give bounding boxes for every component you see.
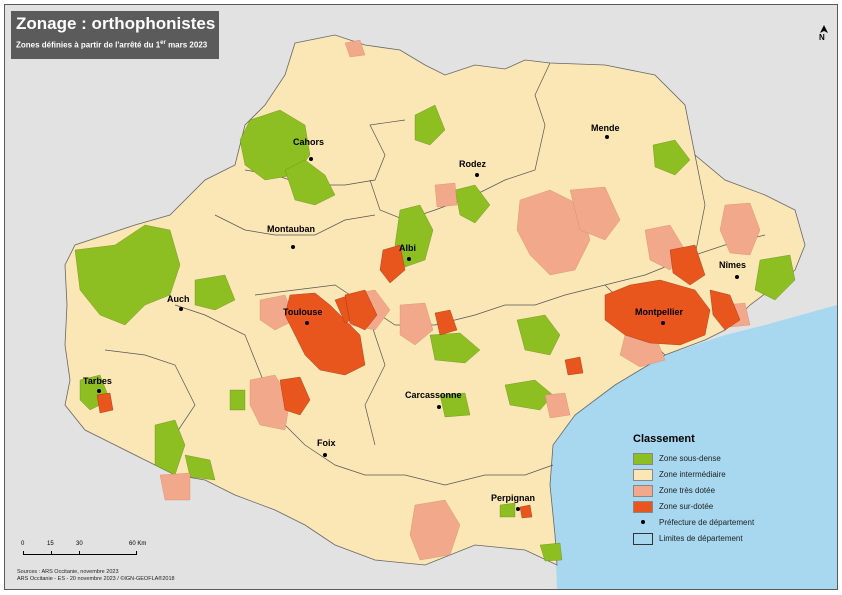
legend-swatch — [633, 501, 653, 513]
subtitle-sup: er — [160, 40, 166, 46]
legend-item-tres-dotee: Zone très dotée — [633, 485, 793, 497]
scale-tick — [79, 551, 80, 554]
city-label: Montauban — [267, 224, 315, 234]
legend-item-intermediaire: Zone intermédiaire — [633, 469, 793, 481]
scale-tick — [51, 551, 52, 554]
zones-tres-dotees — [159, 39, 761, 561]
city-dot — [309, 157, 313, 161]
legend-label: Zone sur-dotée — [659, 502, 714, 511]
title-box: Zonage : orthophonistes Zones définies à… — [11, 11, 219, 59]
zones-sur-dotees — [96, 244, 741, 519]
subtitle-main: Zones définies à partir de l'arrêté du 1 — [16, 40, 161, 50]
city-dot — [179, 307, 183, 311]
map-frame: Zonage : orthophonistes Zones définies à… — [4, 4, 838, 590]
city-label: Carcassonne — [405, 390, 462, 400]
legend-item-limites: Limites de département — [633, 533, 793, 545]
sources: Sources : ARS Occitanie, novembre 2023 A… — [17, 569, 175, 583]
prefecture-dot-icon — [641, 520, 645, 524]
city-dot — [661, 321, 665, 325]
city-label: Montpellier — [635, 307, 684, 317]
city-label: Tarbes — [83, 376, 112, 386]
legend-label: Zone sous-dense — [659, 454, 721, 463]
zones-sous-denses — [74, 104, 796, 562]
city-dot — [605, 135, 609, 139]
city-dot — [475, 173, 479, 177]
city-label: Perpignan — [491, 493, 536, 503]
legend-label: Zone très dotée — [659, 486, 716, 495]
city-dot — [437, 405, 441, 409]
legend-swatch — [633, 453, 653, 465]
scale-tick-label: 30 — [76, 541, 83, 547]
city-dot — [516, 507, 520, 511]
city-dot — [323, 453, 327, 457]
map-title: Zonage : orthophonistes — [16, 14, 216, 33]
city-dot — [305, 321, 309, 325]
legend-label: Limites de département — [659, 534, 743, 543]
legend-label: Préfecture de département — [659, 518, 755, 527]
north-arrow-icon — [820, 25, 828, 33]
map-canvas — [5, 5, 837, 589]
city-dot — [97, 389, 101, 393]
city-label: Toulouse — [283, 307, 323, 317]
legend-swatch — [633, 469, 653, 481]
scale-tick-label: 0 — [21, 541, 25, 547]
city-label: Nîmes — [719, 260, 747, 270]
scale-line — [23, 551, 137, 555]
city-label: Cahors — [293, 137, 325, 147]
city-dot — [291, 245, 295, 249]
legend-item-sur-dotee: Zone sur-dotée — [633, 501, 793, 513]
scale-bar: 0 15 30 60 Km — [19, 541, 149, 561]
legend-item-prefecture: Préfecture de département — [633, 517, 793, 529]
city-label: Rodez — [459, 159, 486, 169]
map-subtitle: Zones définies à partir de l'arrêté du 1… — [16, 40, 207, 50]
north-label: N — [819, 33, 825, 42]
legend-swatch — [633, 485, 653, 497]
north-arrow: N — [819, 25, 829, 49]
city-label: Auch — [167, 294, 190, 304]
sources-line: ARS Occitanie - ES - 20 novembre 2023 / … — [17, 576, 175, 582]
city-label: Albi — [399, 243, 416, 253]
legend-swatch — [633, 533, 653, 545]
city-label: Foix — [317, 438, 336, 448]
scale-tick-label: 15 — [47, 541, 54, 547]
legend: Classement Zone sous-dense Zone interméd… — [627, 429, 787, 549]
city-dot — [735, 275, 739, 279]
subtitle-end: mars 2023 — [165, 40, 208, 50]
sources-line: Sources : ARS Occitanie, novembre 2023 — [17, 569, 119, 575]
city-dot — [407, 257, 411, 261]
city-label: Mende — [591, 123, 620, 133]
legend-title: Classement — [633, 433, 695, 445]
legend-label: Zone intermédiaire — [659, 470, 726, 479]
legend-item-sous-dense: Zone sous-dense — [633, 453, 793, 465]
scale-tick-label: 60 Km — [129, 541, 147, 547]
sea-area — [550, 305, 837, 589]
